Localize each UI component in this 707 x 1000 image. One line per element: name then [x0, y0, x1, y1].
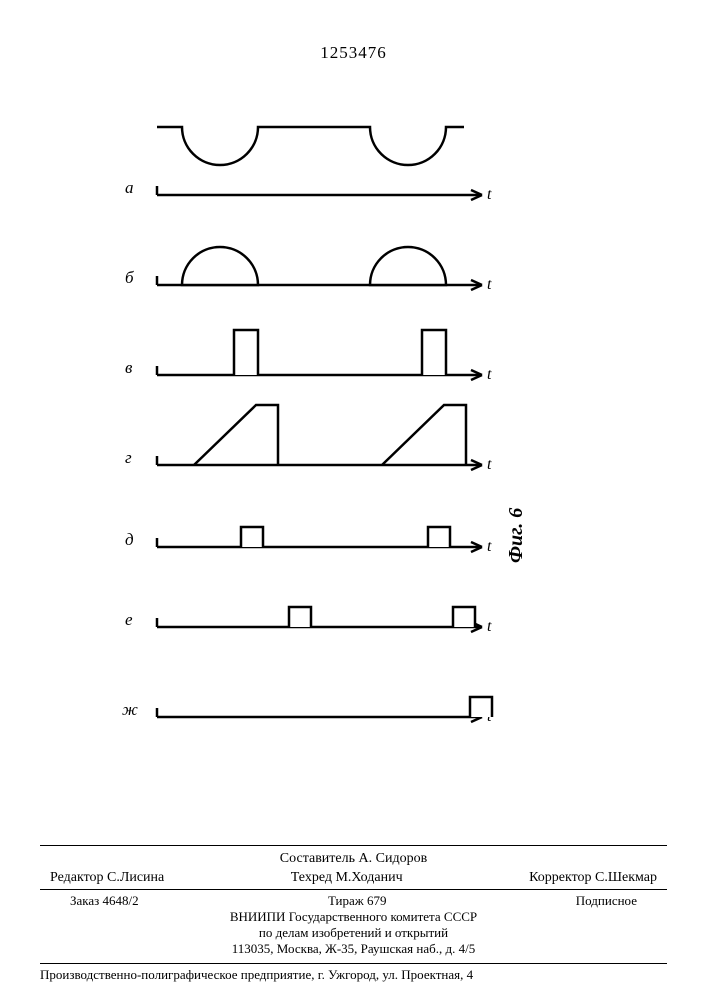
- svg-text:г: г: [125, 448, 132, 467]
- svg-text:t: t: [487, 456, 492, 473]
- signed: Подписное: [576, 893, 637, 909]
- org-line1: ВНИИПИ Государственного комитета СССР: [40, 909, 667, 925]
- order-number: Заказ 4648/2: [70, 893, 139, 909]
- publication-info: Заказ 4648/2 Тираж 679 Подписное ВНИИПИ …: [40, 889, 667, 957]
- figure-label: Фиг. 6: [505, 508, 528, 563]
- svg-text:в: в: [125, 358, 133, 377]
- svg-text:t: t: [487, 618, 492, 635]
- org-line2: по делам изобретений и открытий: [40, 925, 667, 941]
- svg-text:t: t: [487, 366, 492, 383]
- svg-text:а: а: [125, 178, 134, 197]
- corrector-credit: Корректор С.Шекмар: [529, 870, 657, 886]
- compiler-credit: Составитель А. Сидоров: [40, 851, 667, 870]
- org-address: 113035, Москва, Ж-35, Раушская наб., д. …: [40, 941, 667, 957]
- printer-info: Производственно-полиграфическое предприя…: [40, 963, 667, 983]
- tech-credit: Техред М.Ходанич: [291, 870, 403, 886]
- svg-text:д: д: [125, 530, 134, 549]
- credits-block: Составитель А. Сидоров Редактор С.Лисина…: [40, 845, 667, 957]
- svg-text:t: t: [487, 276, 492, 293]
- tirazh: Тираж 679: [328, 893, 387, 909]
- svg-text:е: е: [125, 610, 133, 629]
- timing-diagram: аtбtвtгtдtеtжt: [115, 105, 510, 750]
- editor-credit: Редактор С.Лисина: [50, 870, 164, 886]
- svg-text:t: t: [487, 186, 492, 203]
- svg-text:б: б: [125, 268, 134, 287]
- page-number: 1253476: [320, 43, 387, 63]
- svg-text:t: t: [487, 538, 492, 555]
- svg-text:ж: ж: [122, 700, 138, 719]
